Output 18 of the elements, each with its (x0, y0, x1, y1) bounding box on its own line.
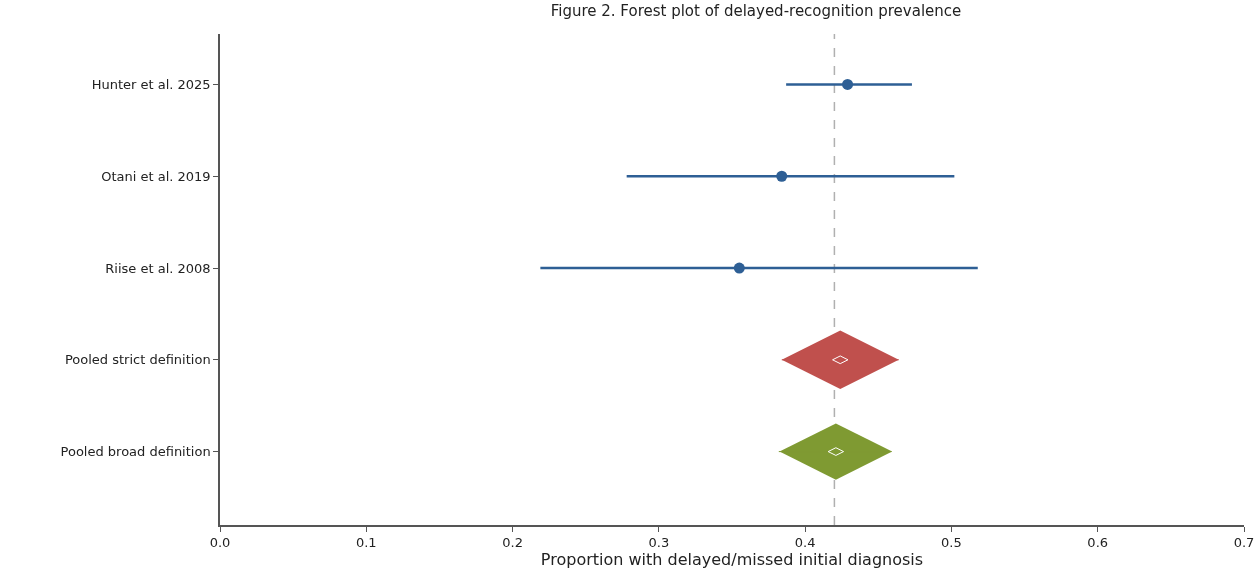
x-tick-label: 0.7 (1233, 535, 1255, 551)
point (842, 78, 854, 90)
x-tick-label: 0.4 (794, 535, 816, 551)
x-tick-label: 0.6 (1087, 535, 1109, 551)
x-tick-label: 0.3 (648, 535, 670, 551)
y-tick-label: Pooled strict definition (64, 352, 211, 368)
x-tick-label: 0.5 (941, 535, 962, 551)
point (776, 170, 788, 182)
chart-title: Figure 2. Forest plot of delayed-recognition prevalence (550, 2, 962, 21)
x-tick-label: 0.0 (209, 535, 231, 551)
y-tick-label: Pooled broad definition (60, 444, 211, 460)
x-tick-label: 0.1 (355, 535, 377, 551)
y-tick-label: Riise et al. 2008 (105, 260, 211, 276)
x-tick-label: 0.2 (502, 535, 523, 551)
point (733, 262, 745, 274)
y-tick-label: Otani et al. 2019 (101, 168, 211, 184)
x-axis-title: Proportion with delayed/missed initial diagnosis (540, 550, 924, 570)
y-tick-label: Hunter et al. 2025 (91, 77, 211, 93)
